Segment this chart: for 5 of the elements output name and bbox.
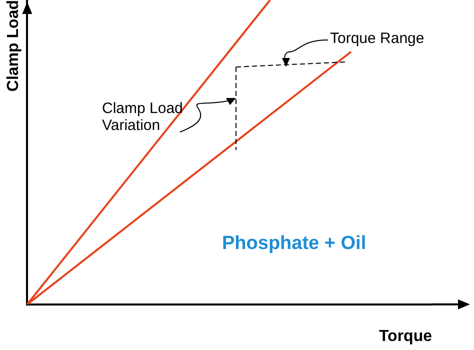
- annotation: Clamp Load Variation: [102, 100, 184, 134]
- annotation: Phosphate + Oil: [222, 233, 366, 255]
- y-axis-title: Clamp Load: [5, 0, 22, 92]
- x-axis-title: Torque: [378, 328, 432, 345]
- annotation: Torque Range: [330, 30, 424, 47]
